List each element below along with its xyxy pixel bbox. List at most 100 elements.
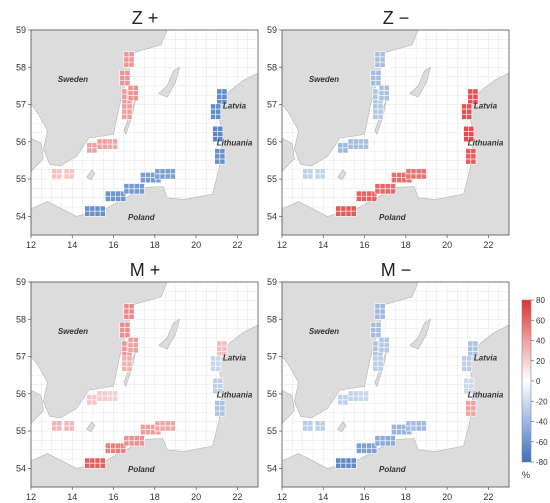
anomaly-cell xyxy=(340,205,347,212)
map-base xyxy=(281,29,510,236)
anomaly-cell xyxy=(115,195,122,202)
anomaly-cell xyxy=(110,442,116,449)
anomaly-cell xyxy=(410,168,417,175)
colorbar-ticks: 80 60 40 20 0 -20 -40 -60 -80 xyxy=(531,296,548,467)
anomaly-cell xyxy=(379,435,386,442)
anomaly-cell xyxy=(405,173,412,180)
anomaly-cell xyxy=(140,424,146,430)
anomaly-cell xyxy=(121,360,128,367)
anomaly-cell xyxy=(63,173,70,180)
anomaly-cell xyxy=(342,147,349,154)
anomaly-cell xyxy=(347,138,354,145)
anomaly-cells xyxy=(51,303,228,469)
anomaly-cell xyxy=(169,173,176,180)
anomaly-cell xyxy=(101,143,108,150)
y-tick-label: 59 xyxy=(16,25,26,35)
y-tick-label: 56 xyxy=(16,137,26,147)
anomaly-cell xyxy=(461,113,467,120)
anomaly-cells xyxy=(302,51,479,217)
anomaly-cell xyxy=(361,190,367,197)
anomaly-cell xyxy=(214,148,221,155)
anomaly-cell xyxy=(363,395,369,402)
anomaly-cell xyxy=(89,205,96,212)
anomaly-cell xyxy=(372,88,379,95)
anomaly-cell xyxy=(139,435,145,442)
anomaly-cell xyxy=(210,103,216,110)
anomaly-cell xyxy=(217,383,224,389)
anomaly-cell xyxy=(121,108,128,115)
label-lithuania: Lithuania xyxy=(468,391,504,400)
anomaly-cell xyxy=(215,108,222,115)
anomaly-cell xyxy=(361,442,367,449)
anomaly-cell xyxy=(337,147,344,154)
anomaly-cell xyxy=(128,440,135,447)
axis-ticks: 12 14 16 18 20 22 54 55 56 57 58 59 xyxy=(16,277,242,502)
anomaly-cell xyxy=(307,420,314,427)
anomaly-cell xyxy=(377,103,384,110)
x-tick-label: 14 xyxy=(318,492,328,502)
colorbar-tick-label: 20 xyxy=(536,357,545,366)
x-tick-label: 16 xyxy=(109,240,119,250)
anomaly-cell xyxy=(337,142,344,149)
land-gotland xyxy=(158,318,181,350)
anomaly-cell xyxy=(119,332,126,339)
anomaly-cell xyxy=(127,347,134,354)
anomaly-cell xyxy=(468,125,475,132)
anomaly-cell xyxy=(350,205,357,212)
anomaly-cell xyxy=(340,462,347,469)
anomaly-cell xyxy=(96,395,103,402)
x-tick-label: 12 xyxy=(26,492,36,502)
anomaly-cell xyxy=(112,138,118,145)
anomaly-cell xyxy=(370,80,377,87)
y-tick-label: 58 xyxy=(267,62,277,72)
land-poland xyxy=(281,324,510,488)
anomaly-cell xyxy=(350,210,357,217)
x-tick-label: 14 xyxy=(67,240,77,250)
anomaly-cell xyxy=(405,420,412,427)
anomaly-cells xyxy=(51,51,228,217)
axis-ticks: 12 14 16 18 20 22 54 55 56 57 58 59 xyxy=(16,25,242,250)
land-poland xyxy=(30,324,259,488)
anomaly-cell xyxy=(110,447,116,454)
anomaly-cell xyxy=(337,399,344,406)
anomaly-cell xyxy=(123,308,130,315)
anomaly-cell xyxy=(132,84,139,91)
anomaly-cell xyxy=(370,321,377,328)
anomaly-cell xyxy=(63,420,70,427)
anomaly-cell xyxy=(68,168,75,175)
panel-title: Z + xyxy=(132,8,159,28)
anomaly-cell xyxy=(68,420,75,427)
anomaly-cell xyxy=(216,93,223,100)
anomaly-cell xyxy=(374,51,381,58)
anomaly-cell xyxy=(107,143,113,150)
anomaly-cell xyxy=(374,435,381,442)
anomaly-cell xyxy=(319,173,326,180)
anomaly-cell xyxy=(383,347,390,354)
anomaly-cell xyxy=(372,340,379,347)
anomaly-cell xyxy=(358,395,364,402)
anomaly-cell xyxy=(461,355,467,362)
anomaly-cell xyxy=(335,205,342,212)
y-tick-label: 58 xyxy=(16,314,26,324)
anomaly-cell xyxy=(121,355,128,362)
anomaly-cell xyxy=(123,188,130,195)
anomaly-cell xyxy=(210,355,216,362)
y-tick-label: 58 xyxy=(16,62,26,72)
anomaly-cell xyxy=(377,108,384,115)
anomaly-cell xyxy=(377,360,384,367)
anomaly-cell xyxy=(89,210,96,217)
x-tick-label: 18 xyxy=(401,492,411,502)
anomaly-cell xyxy=(128,51,135,58)
anomaly-cell xyxy=(219,153,226,160)
anomaly-cell xyxy=(372,108,379,115)
anomaly-cell xyxy=(101,395,108,402)
anomaly-cell xyxy=(377,355,384,362)
anomaly-cell xyxy=(51,173,58,180)
anomaly-cell xyxy=(466,108,473,115)
anomaly-cell xyxy=(463,125,470,132)
anomaly-cell xyxy=(372,103,379,110)
anomaly-cell xyxy=(139,183,145,190)
anomaly-cell xyxy=(112,390,118,397)
anomaly-cell xyxy=(377,365,384,372)
anomaly-cell xyxy=(154,420,161,427)
